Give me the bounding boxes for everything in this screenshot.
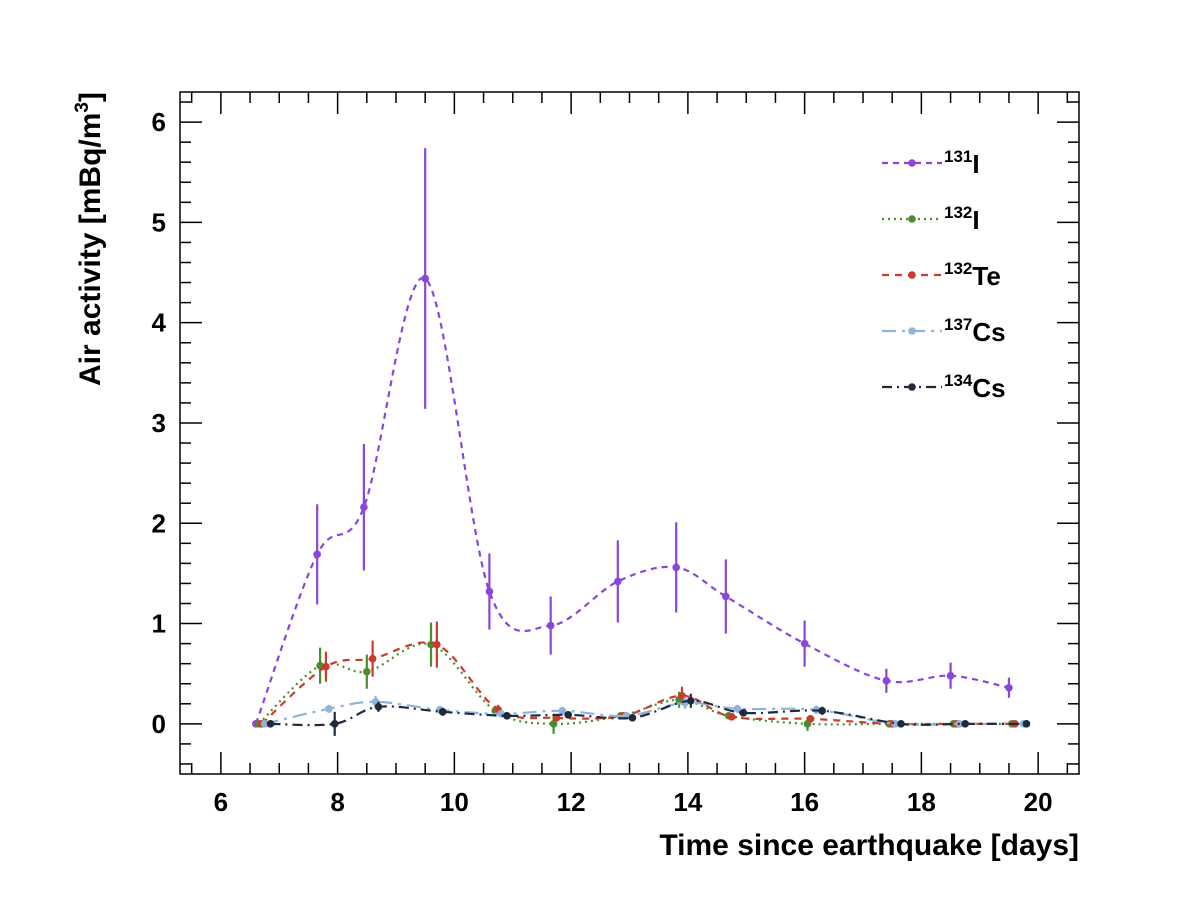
y-tick-label: 3: [152, 408, 166, 438]
data-point: [360, 503, 368, 512]
data-point: [313, 550, 321, 559]
x-tick-label: 10: [440, 787, 469, 817]
x-axis: 6 8 10 12 14 16 18 20: [190, 92, 1069, 817]
data-point: [961, 720, 969, 728]
data-point: [433, 640, 441, 649]
data-point: [686, 696, 695, 705]
data-point: [800, 639, 809, 648]
series-132Te: [257, 621, 1019, 728]
x-tick-label: 12: [557, 787, 586, 817]
legend-element: Cs: [972, 373, 1005, 403]
legend-entry-134Cs: 134Cs: [882, 371, 1006, 403]
series-line: [254, 277, 1010, 725]
legend-marker: [908, 271, 916, 279]
data-point: [322, 662, 330, 671]
data-point: [549, 720, 558, 728]
legend-mass: 132: [944, 203, 972, 222]
y-tick-label: 6: [152, 107, 166, 137]
legend-entry-132I: 132I: [882, 203, 980, 235]
legend-label: 132I: [944, 203, 980, 235]
legend-element: I: [972, 205, 979, 235]
x-axis-title: Time since earthquake [days]: [659, 829, 1079, 862]
data-point: [374, 703, 383, 711]
data-point: [564, 711, 573, 719]
legend-mass: 132: [944, 259, 972, 278]
data-point: [614, 577, 622, 586]
legend-element: Te: [972, 261, 1000, 291]
data-point: [739, 709, 748, 717]
data-point: [266, 720, 275, 728]
series-layer: [252, 148, 1031, 736]
data-point: [722, 592, 730, 601]
data-point: [558, 707, 567, 715]
legend-mass: 137: [944, 315, 972, 334]
y-tick-label: 5: [152, 207, 166, 237]
x-tick-label: 8: [330, 787, 344, 817]
legend-marker: [908, 383, 916, 391]
data-point: [316, 661, 324, 670]
legend-mass: 131: [944, 147, 972, 166]
legend-marker: [908, 327, 916, 335]
legend-mass: 134: [944, 371, 973, 390]
plot-frame: [179, 91, 1080, 775]
y-axis: 0 1 2 3 4 5 6: [152, 101, 1079, 765]
data-point: [421, 274, 429, 283]
legend-marker: [908, 215, 916, 223]
legend-entry-131I: 131I: [882, 147, 980, 179]
data-point: [628, 714, 637, 722]
data-point: [818, 707, 826, 715]
x-tick-label: 6: [214, 787, 228, 817]
data-point: [882, 676, 891, 685]
data-point: [503, 712, 511, 720]
data-point: [485, 587, 494, 596]
data-point: [1022, 720, 1031, 728]
y-axis-title: Air activity [mBq/m3]: [72, 92, 107, 386]
legend-label: 137Cs: [944, 315, 1006, 347]
data-point: [1005, 683, 1013, 692]
data-point: [330, 720, 339, 728]
legend-marker: [908, 159, 916, 167]
series-131I: [252, 148, 1013, 728]
data-point: [727, 713, 736, 721]
legend-element: I: [972, 149, 979, 179]
series-137Cs: [260, 695, 1028, 728]
legend-label: 132Te: [944, 259, 1001, 291]
legend-element: Cs: [972, 317, 1005, 347]
y-axis-title-sup: 3: [72, 102, 93, 113]
series-line: [270, 699, 1027, 727]
data-point: [325, 705, 333, 713]
x-tick-label: 20: [1024, 787, 1053, 817]
data-point: [897, 720, 905, 728]
series-134Cs: [266, 693, 1031, 736]
data-point: [946, 671, 955, 680]
y-tick-label: 4: [152, 308, 167, 338]
x-tick-label: 14: [673, 787, 702, 817]
data-point: [672, 563, 681, 572]
legend-entry-137Cs: 137Cs: [882, 315, 1006, 347]
data-point: [368, 654, 377, 663]
x-tick-label: 18: [907, 787, 936, 817]
data-point: [438, 708, 447, 716]
data-point: [363, 667, 371, 676]
legend-entry-132Te: 132Te: [882, 259, 1001, 291]
series-line: [260, 641, 1015, 726]
y-axis-title-main: Air activity [mBq/m: [74, 113, 107, 386]
data-point: [546, 621, 555, 630]
data-point: [806, 715, 815, 723]
legend-label: 134Cs: [944, 371, 1006, 403]
y-axis-title-close: ]: [74, 92, 107, 102]
x-tick-label: 16: [790, 787, 819, 817]
y-tick-label: 0: [152, 709, 166, 739]
y-tick-label: 2: [152, 508, 166, 538]
data-point: [733, 705, 742, 713]
data-point: [260, 720, 269, 728]
y-tick-label: 1: [152, 609, 166, 639]
legend-label: 131I: [944, 147, 980, 179]
